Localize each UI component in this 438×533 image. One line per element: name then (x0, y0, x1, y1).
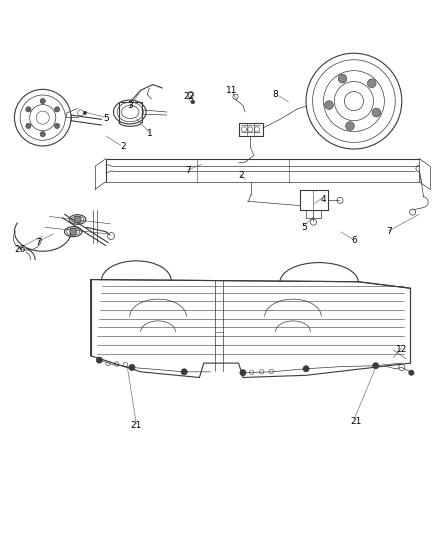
Text: 4: 4 (321, 195, 326, 204)
Circle shape (74, 216, 81, 223)
Text: 3: 3 (127, 101, 133, 110)
Circle shape (346, 122, 354, 131)
Text: 26: 26 (14, 245, 25, 254)
Circle shape (409, 370, 414, 375)
Circle shape (26, 123, 31, 128)
Circle shape (129, 365, 135, 370)
Circle shape (54, 107, 60, 112)
Text: 7: 7 (386, 227, 392, 236)
Circle shape (181, 369, 187, 375)
Text: 22: 22 (183, 92, 194, 101)
Circle shape (303, 366, 309, 372)
Circle shape (191, 100, 194, 104)
Circle shape (325, 101, 333, 109)
Circle shape (372, 108, 381, 117)
Text: 8: 8 (273, 90, 279, 99)
Text: 5: 5 (103, 114, 109, 123)
Text: 5: 5 (301, 223, 307, 232)
Circle shape (40, 99, 46, 104)
Text: 21: 21 (131, 421, 142, 430)
Text: 2: 2 (120, 142, 126, 151)
Text: 7: 7 (186, 166, 191, 175)
Text: 1: 1 (146, 130, 152, 138)
Circle shape (373, 362, 379, 369)
Text: 7: 7 (35, 238, 41, 247)
Circle shape (40, 132, 46, 137)
Circle shape (54, 123, 60, 128)
Circle shape (367, 79, 376, 87)
Circle shape (83, 111, 87, 115)
Circle shape (26, 107, 31, 112)
Circle shape (240, 370, 246, 376)
Circle shape (70, 228, 77, 235)
Text: 12: 12 (396, 345, 407, 354)
Text: 11: 11 (226, 86, 238, 95)
Text: 6: 6 (351, 236, 357, 245)
Text: 2: 2 (238, 171, 244, 180)
Circle shape (338, 74, 347, 83)
Circle shape (96, 357, 102, 363)
Text: 21: 21 (350, 416, 362, 425)
